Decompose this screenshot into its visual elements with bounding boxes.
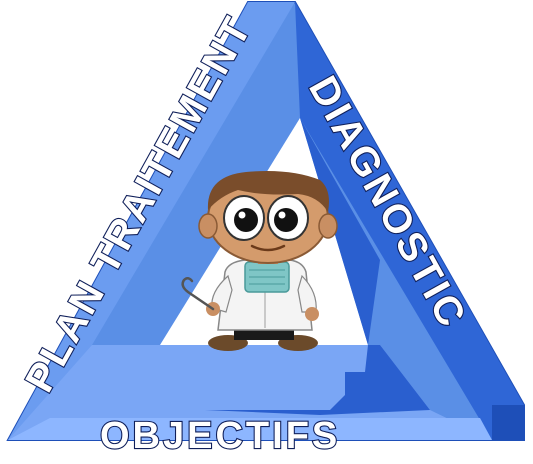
- dentist-right-arm: [297, 274, 317, 313]
- dentist-hair: [207, 171, 329, 212]
- triangle-bottom-shadow: [205, 345, 430, 415]
- triangle-right-end: [492, 405, 524, 440]
- dentist-mouth: [250, 244, 286, 252]
- dentist-left-arm: [211, 274, 233, 313]
- label-objectifs: OBJECTIFS: [100, 415, 340, 457]
- dental-probe-icon: [181, 277, 215, 311]
- triangle-bottom-edge: [8, 418, 492, 440]
- triangle-left-face: [8, 2, 295, 440]
- triangle-right-face: [295, 2, 524, 440]
- dentist-illustration: [181, 171, 338, 351]
- dentist-right-hand: [305, 307, 319, 321]
- triangle-inner-edge: [300, 118, 380, 345]
